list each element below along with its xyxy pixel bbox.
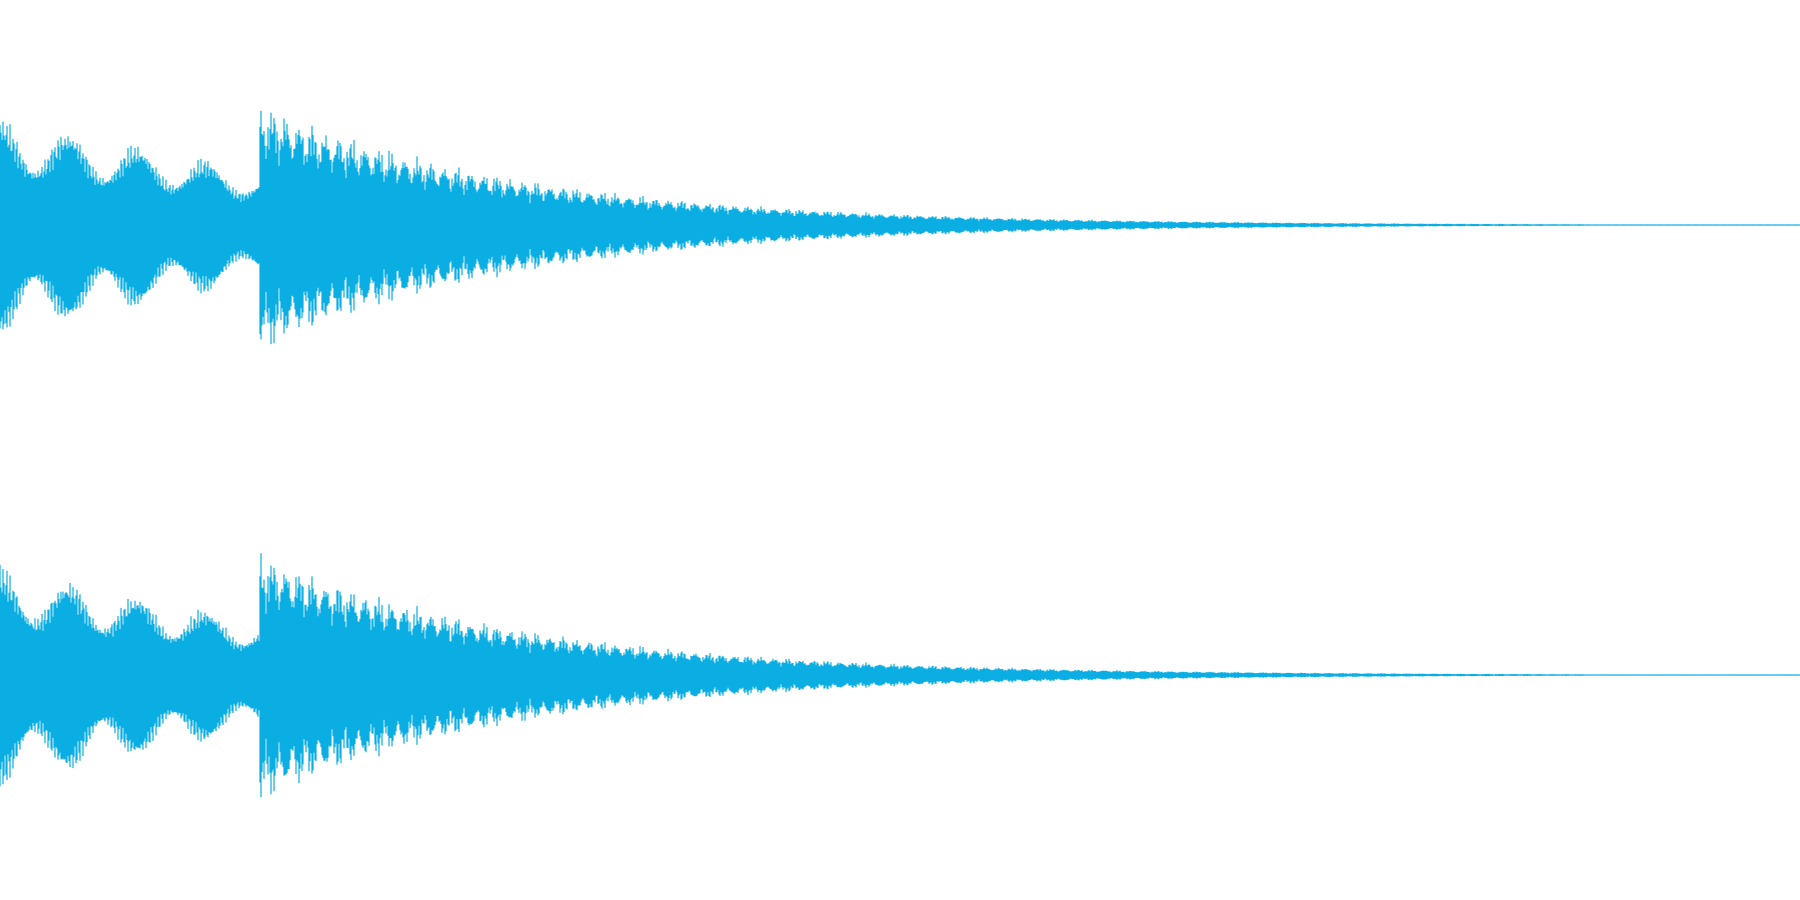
channel-waveform — [0, 553, 1800, 798]
channel-waveform — [0, 110, 1800, 345]
